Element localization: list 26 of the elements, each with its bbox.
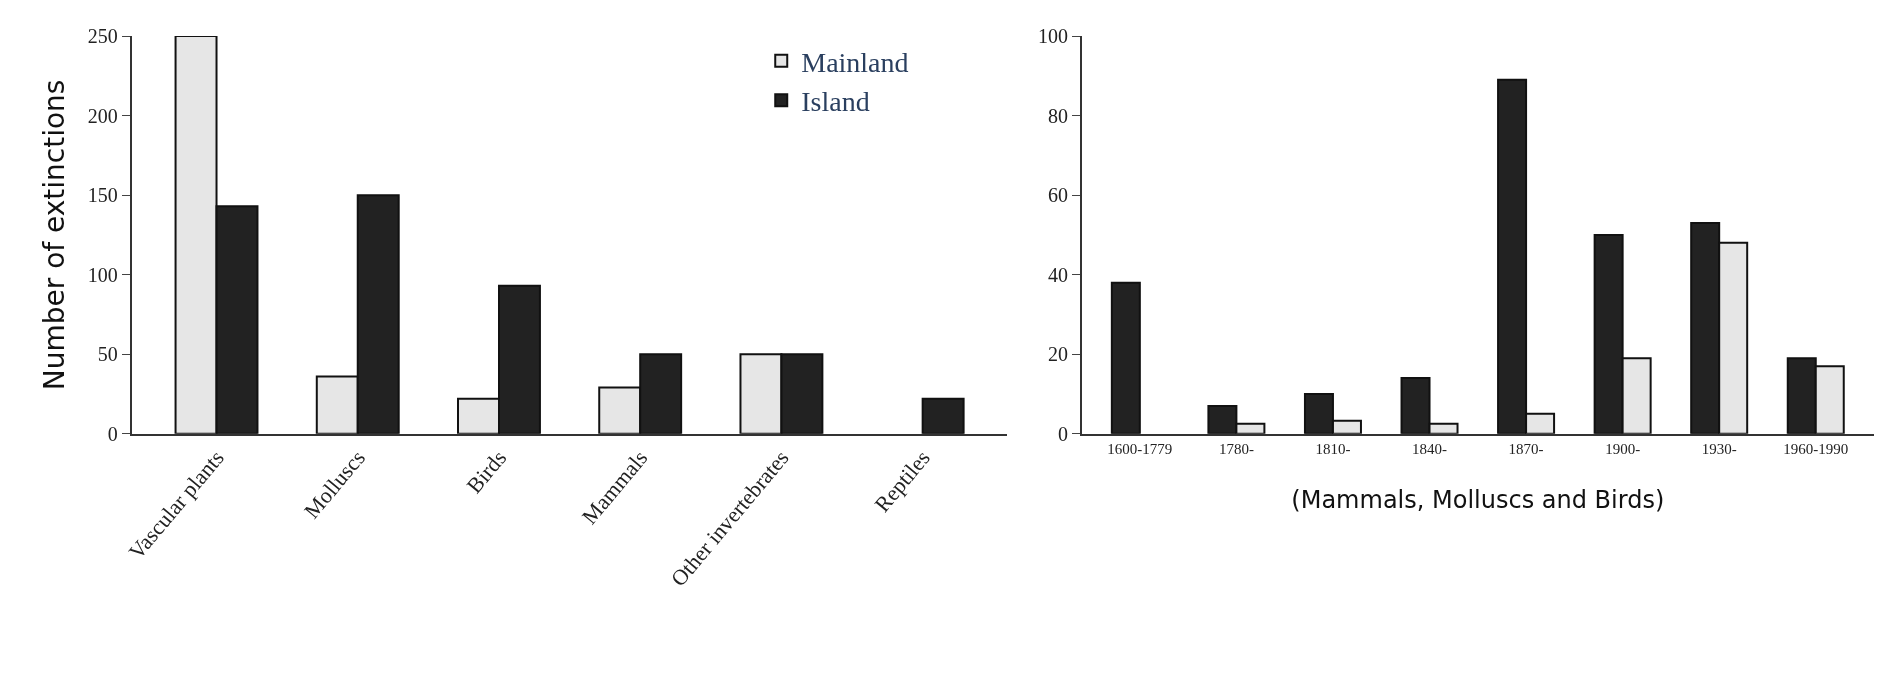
y-tick-label: 200 bbox=[87, 104, 118, 127]
x-tick-label: 1960-1990 bbox=[1783, 440, 1849, 457]
x-tick-label: 1900- bbox=[1605, 440, 1641, 457]
x-tick-label: 1600-1779 bbox=[1107, 440, 1173, 457]
y-tick-label: 250 bbox=[87, 25, 118, 48]
y-tick-label: 60 bbox=[1047, 184, 1068, 207]
x-axis-title: (Mammals, Molluscs and Birds) bbox=[1291, 485, 1665, 514]
y-tick-label: 100 bbox=[87, 263, 118, 286]
x-tick-label: 1810- bbox=[1315, 440, 1351, 457]
y-tick-label: 40 bbox=[1047, 263, 1068, 286]
y-tick-label: 80 bbox=[1047, 104, 1068, 127]
y-tick-label: 150 bbox=[87, 184, 118, 207]
y-tick-label: 0 bbox=[1057, 422, 1068, 445]
x-tick-label: 1870- bbox=[1508, 440, 1544, 457]
y-tick-label: 0 bbox=[107, 422, 118, 445]
y-tick-label: 100 bbox=[1037, 25, 1068, 48]
x-tick-label: 1840- bbox=[1412, 440, 1448, 457]
y-tick-label: 20 bbox=[1047, 343, 1068, 366]
y-tick-label: 50 bbox=[97, 343, 118, 366]
bar bbox=[1110, 281, 1141, 434]
legend-label: Mainland bbox=[801, 46, 909, 78]
bar bbox=[921, 397, 965, 434]
x-tick-label: 1780- bbox=[1218, 440, 1254, 457]
legend-label: Island bbox=[801, 86, 870, 118]
x-tick-label: 1930- bbox=[1701, 440, 1737, 457]
y-axis-title: Number of extinctions bbox=[37, 79, 71, 391]
